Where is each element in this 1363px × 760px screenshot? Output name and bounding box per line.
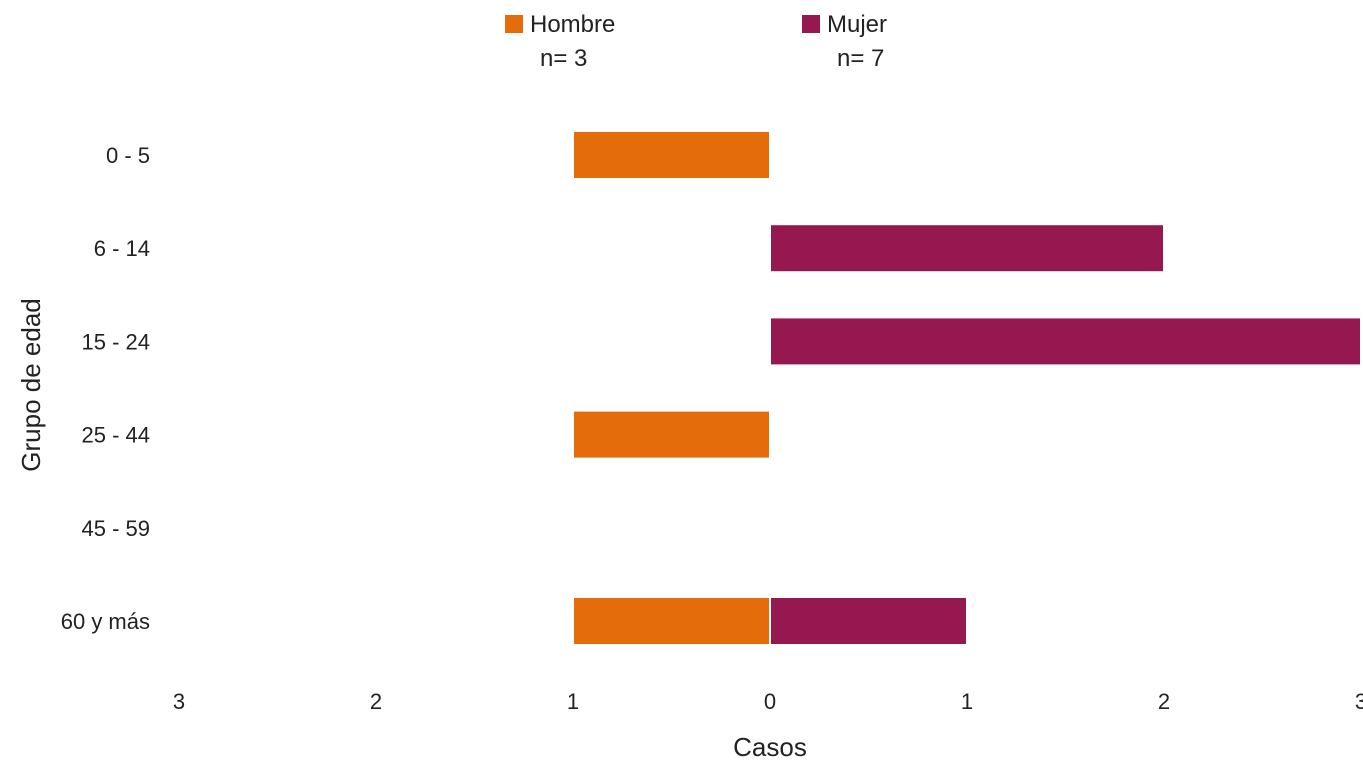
legend-count-hombre: n= 3 xyxy=(540,45,587,72)
y-axis-tick-labels: 0 - 5 6 - 14 15 - 24 25 - 44 45 - 59 60 y más xyxy=(61,143,150,634)
x-tick-label: 1 xyxy=(567,689,579,714)
y-axis-title: Grupo de edad xyxy=(16,298,46,471)
legend-label-hombre: Hombre xyxy=(530,11,615,38)
bar-hombre-0 xyxy=(572,130,771,180)
y-tick-label: 60 y más xyxy=(61,609,150,634)
bar-hombre-3 xyxy=(572,409,771,460)
y-tick-label: 25 - 44 xyxy=(82,423,151,448)
x-tick-label: 1 xyxy=(961,689,973,714)
x-tick-label: 3 xyxy=(173,689,185,714)
x-axis-tick-labels: 3 2 1 0 1 2 3 xyxy=(173,689,1363,714)
bar-mujer-5 xyxy=(769,596,968,646)
bar-mujer-2 xyxy=(769,316,1362,367)
bars xyxy=(572,130,1362,646)
y-tick-label: 6 - 14 xyxy=(94,236,150,261)
legend-swatch-hombre xyxy=(505,15,523,33)
legend-count-mujer: n= 7 xyxy=(837,45,884,72)
x-tick-label: 0 xyxy=(764,689,776,714)
x-axis-title: Casos xyxy=(733,732,807,760)
y-tick-label: 45 - 59 xyxy=(82,516,151,541)
x-tick-label: 3 xyxy=(1355,689,1363,714)
x-tick-label: 2 xyxy=(1158,689,1170,714)
bar-mujer-1 xyxy=(769,223,1165,274)
x-tick-label: 2 xyxy=(370,689,382,714)
y-tick-label: 15 - 24 xyxy=(82,329,151,354)
legend-label-mujer: Mujer xyxy=(827,11,887,38)
bar-hombre-5 xyxy=(572,596,771,646)
legend: Hombre n= 3 Mujer n= 7 xyxy=(505,11,887,72)
legend-swatch-mujer xyxy=(802,15,820,33)
y-tick-label: 0 - 5 xyxy=(106,143,150,168)
